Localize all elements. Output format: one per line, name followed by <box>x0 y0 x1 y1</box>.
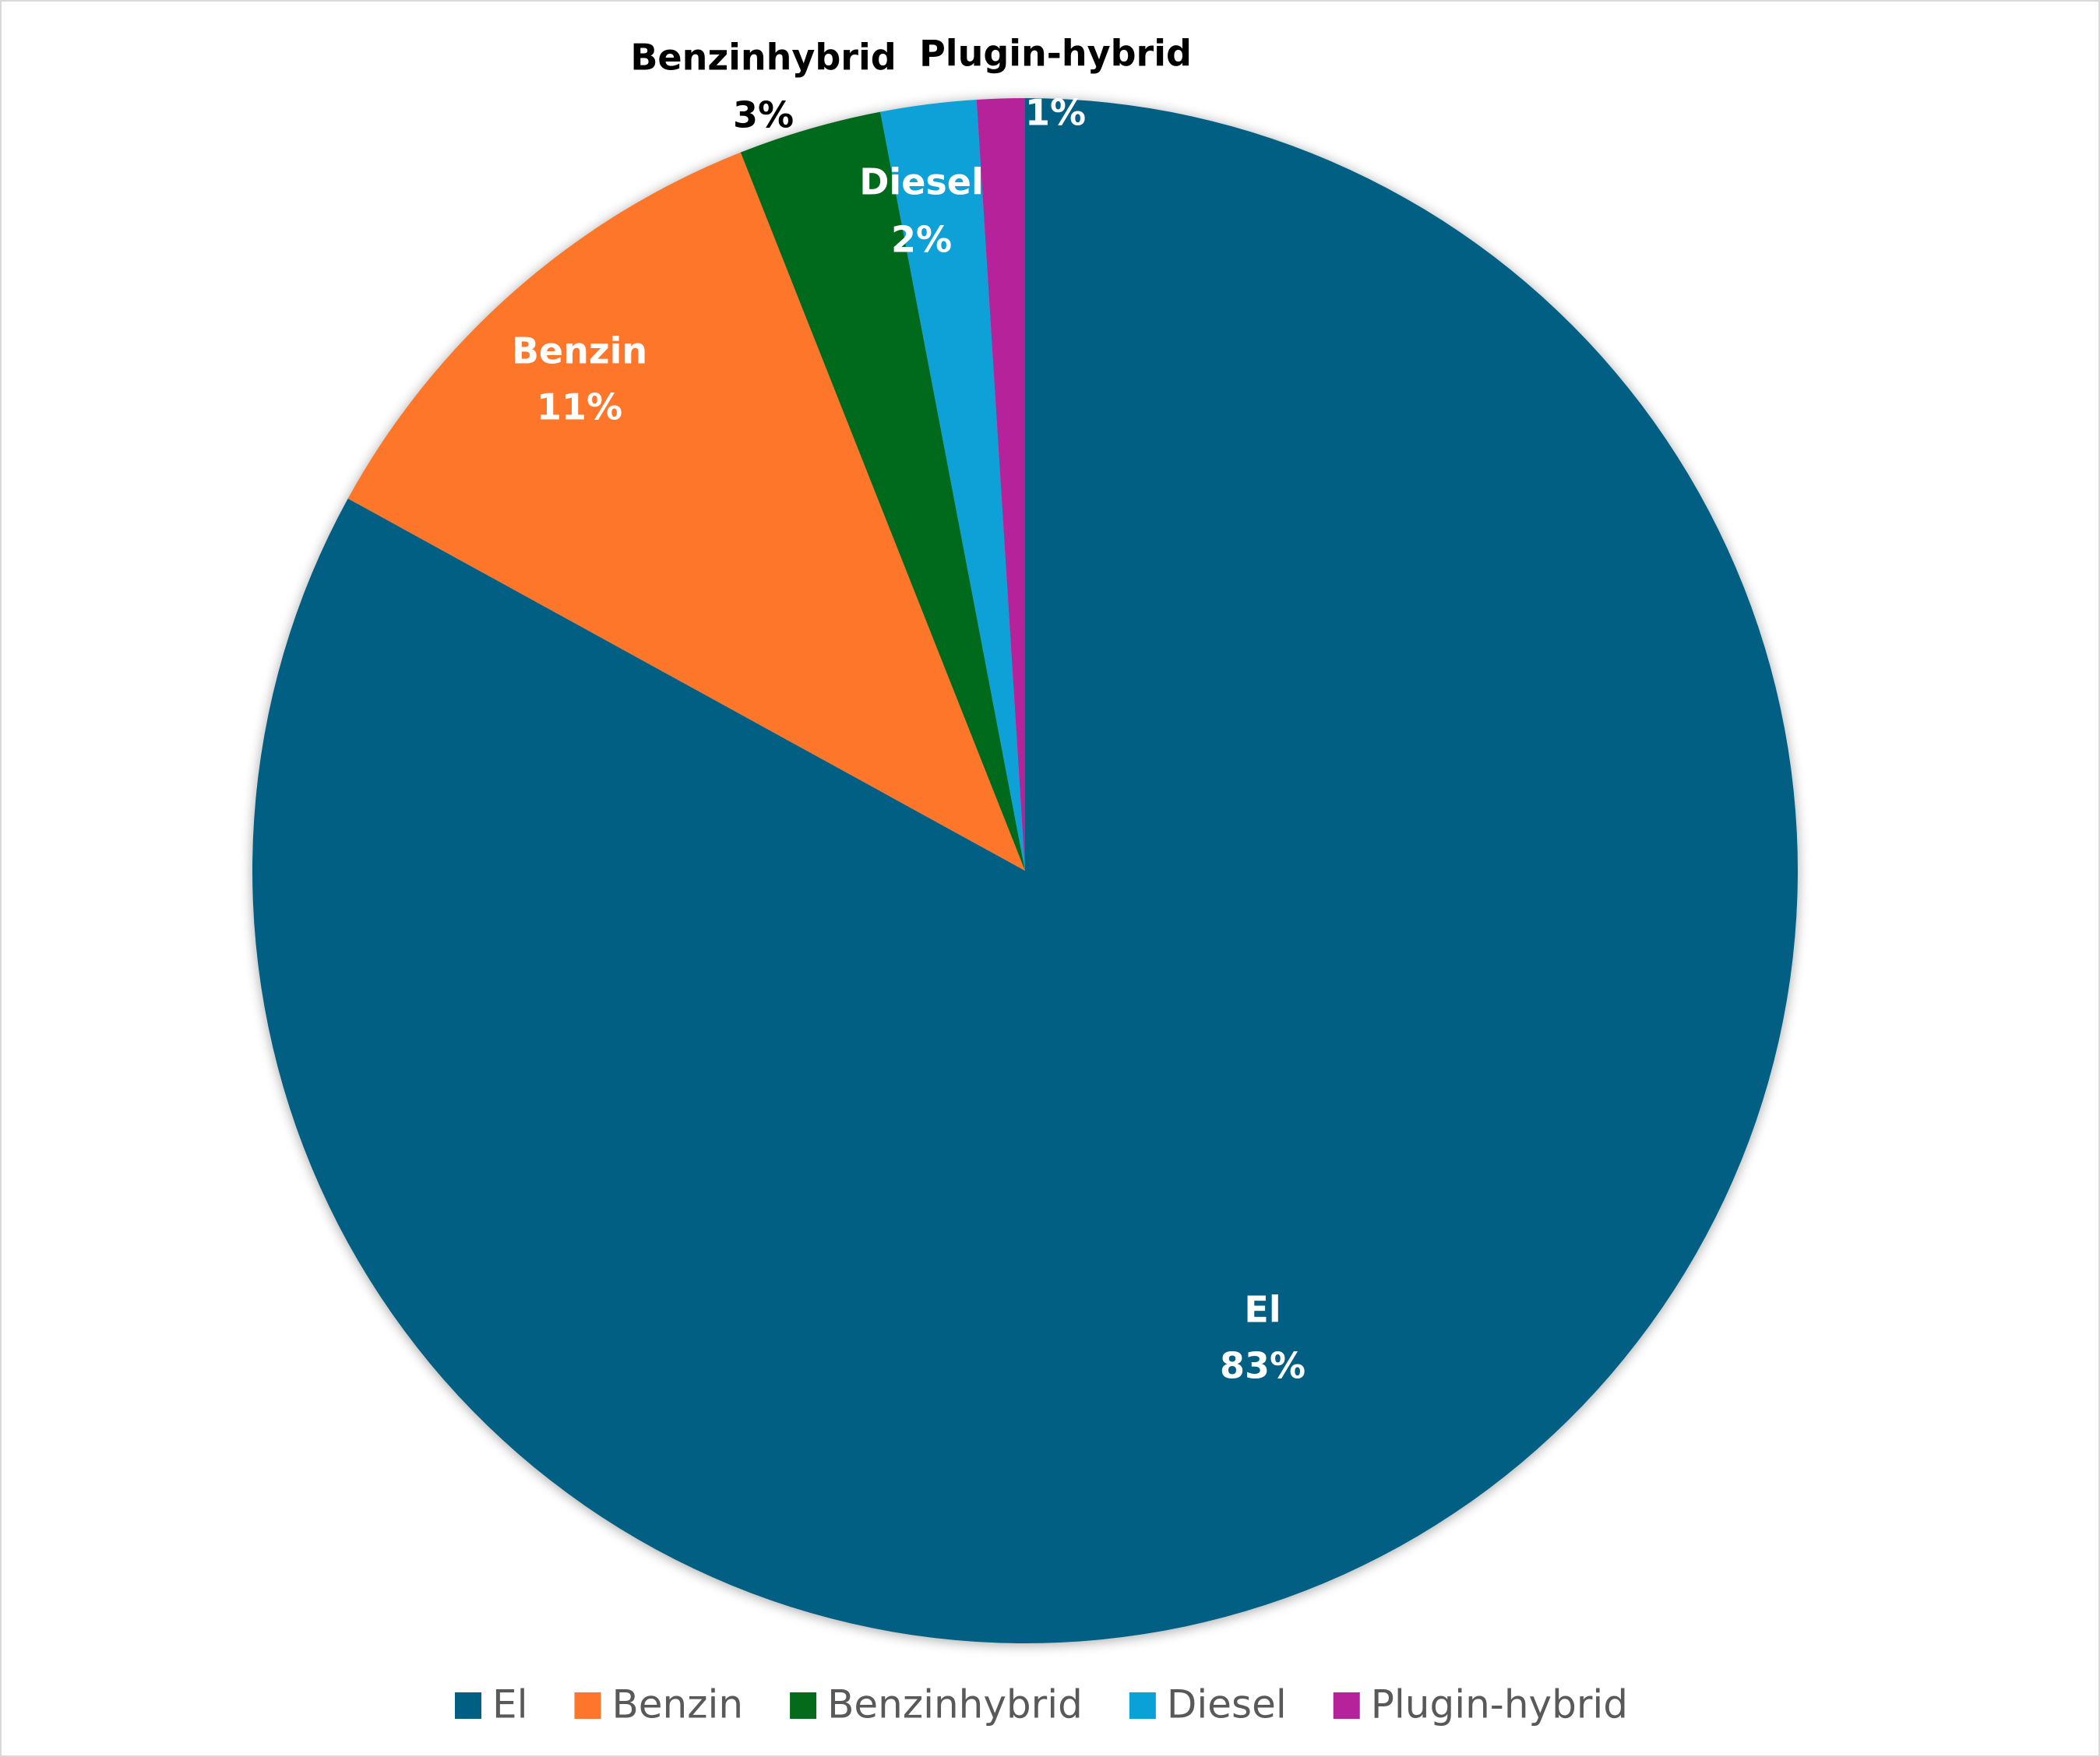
data-label-value: 3% <box>733 94 794 136</box>
legend-swatch <box>1333 1692 1360 1719</box>
legend-label: Plugin-hybrid <box>1371 1682 1628 1727</box>
legend-swatch <box>1129 1692 1156 1719</box>
legend-box <box>408 1672 1642 1736</box>
data-label-value: 11% <box>537 386 622 428</box>
legend-swatch <box>455 1692 481 1719</box>
data-label-name: Diesel <box>859 161 984 203</box>
pie-slice <box>976 98 1025 871</box>
legend-label: Benzinhybrid <box>827 1682 1083 1727</box>
data-label-value: 1% <box>1025 92 1086 134</box>
data-label-value: 83% <box>1220 1345 1305 1387</box>
legend-label: Benzin <box>611 1682 743 1727</box>
legend: El Benzin Benzinhybrid Diesel Plugin-hybrid <box>455 1682 1628 1727</box>
pie-slice <box>880 99 1025 871</box>
legend-swatch <box>790 1692 817 1719</box>
legend-swatch <box>574 1692 601 1719</box>
pie-slice <box>740 111 1025 871</box>
data-labels: El 83% Benzin 11% Benzinhybrid 3% Diesel 2% Plug… <box>512 33 1305 1387</box>
data-label-name: Benzin <box>512 330 647 372</box>
pie-slice <box>252 98 1798 1643</box>
data-label-name: El <box>1244 1289 1281 1331</box>
data-label-name: Benzinhybrid <box>630 37 896 79</box>
data-label-name: Plugin-hybrid <box>919 33 1192 75</box>
legend-label: Diesel <box>1167 1682 1287 1727</box>
data-label-value: 2% <box>891 219 952 261</box>
pie <box>252 98 1798 1643</box>
pie-slice <box>347 152 1026 871</box>
legend-label: El <box>492 1682 527 1727</box>
